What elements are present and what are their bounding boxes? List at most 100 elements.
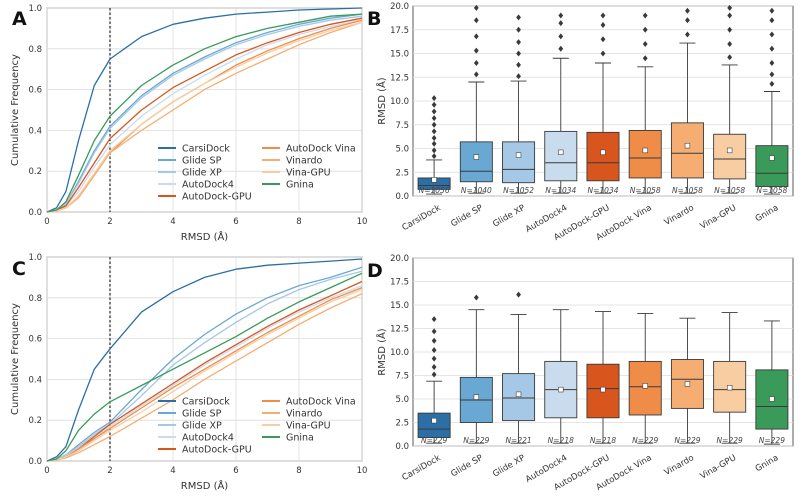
y-tick-label: 0.4 bbox=[28, 126, 42, 136]
series-line-gnina bbox=[46, 272, 363, 462]
iqr-box bbox=[670, 122, 704, 179]
outlier-point bbox=[600, 50, 606, 57]
outlier-point bbox=[642, 12, 648, 19]
y-tick-label: 0.0 bbox=[28, 208, 42, 218]
legend-label: AutoDock4 bbox=[182, 180, 234, 191]
x-tick-label: Gnina bbox=[754, 453, 781, 474]
outlier-point bbox=[727, 41, 733, 47]
outlier-point bbox=[600, 12, 606, 19]
y-tick-label: 0.4 bbox=[28, 375, 42, 385]
n-count-label: N=229 bbox=[674, 436, 700, 445]
outlier-point bbox=[600, 22, 606, 28]
legend-label: CarsiDock bbox=[182, 144, 230, 155]
x-tick-label: 6 bbox=[233, 466, 238, 476]
mean-marker bbox=[431, 417, 437, 424]
outlier-point bbox=[516, 50, 521, 57]
legend-label: Vina-GPU bbox=[286, 168, 331, 179]
plot-area bbox=[46, 7, 363, 213]
outlier-point bbox=[769, 17, 775, 24]
series-line-carsidock bbox=[46, 258, 363, 462]
y-tick-label: 0.0 bbox=[28, 457, 42, 467]
outlier-point bbox=[516, 291, 521, 298]
plot-area bbox=[46, 256, 363, 462]
y-tick-label: 0.0 bbox=[395, 192, 409, 202]
x-tick-label: 2 bbox=[107, 466, 112, 476]
outlier-point bbox=[473, 294, 479, 301]
n-count-label: N=1040 bbox=[461, 186, 492, 195]
n-count-label: N=229 bbox=[717, 436, 743, 445]
mean-marker bbox=[558, 149, 564, 155]
mean-marker bbox=[473, 154, 480, 160]
y-tick-label: 0.6 bbox=[28, 335, 42, 345]
outlier-point bbox=[558, 45, 564, 52]
legend-label: AutoDock Vina bbox=[286, 144, 356, 155]
n-count-label: N=1056 bbox=[419, 186, 450, 195]
mean-marker bbox=[684, 142, 691, 149]
outlier-point bbox=[558, 33, 564, 40]
box-glide-sp: N=229 Glide SP bbox=[449, 294, 493, 479]
outlier-point bbox=[558, 12, 564, 19]
outlier-point bbox=[431, 153, 437, 160]
legend-label: AutoDock4 bbox=[182, 433, 234, 444]
n-count-label: N=218 bbox=[590, 436, 616, 445]
y-tick-label: 5.0 bbox=[395, 395, 409, 405]
x-tick-label: 6 bbox=[233, 217, 238, 227]
box-gnina: N=1058 Gnina bbox=[754, 7, 789, 224]
outlier-point bbox=[431, 364, 437, 371]
mean-marker bbox=[600, 386, 606, 393]
outlier-point bbox=[727, 54, 733, 61]
x-tick-label: 10 bbox=[357, 466, 368, 476]
iqr-box bbox=[628, 129, 662, 179]
panel-b: B 0.0 2.5 5.0 7.5 10.0 12.5 15.0 17.5 20.0 RMSD (Å… bbox=[367, 2, 794, 243]
outlier-point bbox=[642, 55, 648, 62]
y-tick-label: 5.0 bbox=[395, 145, 409, 155]
y-tick-label: 0.6 bbox=[28, 86, 42, 96]
x-tick-label: 4 bbox=[170, 466, 175, 476]
legend-label: Glide XP bbox=[182, 168, 222, 179]
iqr-box bbox=[417, 412, 451, 438]
outlier-point bbox=[769, 31, 775, 38]
y-tick-label: 0.8 bbox=[28, 45, 42, 55]
outlier-point bbox=[769, 71, 775, 78]
series-line-glide-xp bbox=[46, 15, 363, 213]
x-tick-label: Glide XP bbox=[491, 453, 527, 479]
iqr-box bbox=[544, 130, 578, 182]
y-axis-label: RMSD (Å) bbox=[375, 77, 388, 125]
n-count-label: N=1052 bbox=[503, 186, 534, 195]
legend-label: Vina-GPU bbox=[286, 421, 331, 432]
mean-marker bbox=[769, 396, 775, 402]
mean-marker bbox=[769, 155, 775, 161]
outlier-point bbox=[431, 347, 437, 354]
outlier-point bbox=[516, 61, 521, 68]
y-tick-label: 17.5 bbox=[390, 278, 409, 288]
legend-label: AutoDock Vina bbox=[286, 397, 356, 408]
outlier-point bbox=[431, 147, 437, 154]
legend-label: Glide XP bbox=[182, 421, 222, 432]
legend-label: Vinardo bbox=[286, 409, 323, 420]
outlier-point bbox=[473, 71, 479, 78]
outlier-point bbox=[473, 4, 479, 11]
outlier-point bbox=[769, 60, 775, 66]
x-tick-label: 10 bbox=[357, 217, 368, 227]
outlier-point bbox=[431, 128, 437, 135]
series-line-vina-gpu bbox=[46, 21, 363, 213]
y-tick-label: 0.2 bbox=[28, 416, 42, 426]
outlier-point bbox=[558, 20, 564, 27]
panel-letter: A bbox=[12, 8, 27, 30]
y-tick-label: 12.5 bbox=[390, 73, 409, 83]
outlier-point bbox=[516, 14, 521, 21]
n-count-label: N=221 bbox=[505, 436, 531, 445]
y-axis-label: Cumulative Frequency bbox=[10, 54, 21, 166]
x-axis-label: RMSD (Å) bbox=[181, 230, 229, 243]
n-count-label: N=1034 bbox=[588, 186, 619, 195]
panel-a: A 0 2 4 6 8 10 0.0 0.2 0.4 0.6 0.8 1.0 RMSD (Å) Cumula… bbox=[10, 4, 367, 243]
outlier-point bbox=[431, 337, 437, 344]
y-tick-label: 10.0 bbox=[390, 348, 409, 358]
legend-label: Vinardo bbox=[286, 156, 323, 167]
legend-label: Gnina bbox=[286, 180, 314, 191]
mean-marker bbox=[642, 383, 648, 389]
x-tick-label: 2 bbox=[107, 217, 112, 227]
x-tick-label: Vinardo bbox=[663, 203, 696, 228]
